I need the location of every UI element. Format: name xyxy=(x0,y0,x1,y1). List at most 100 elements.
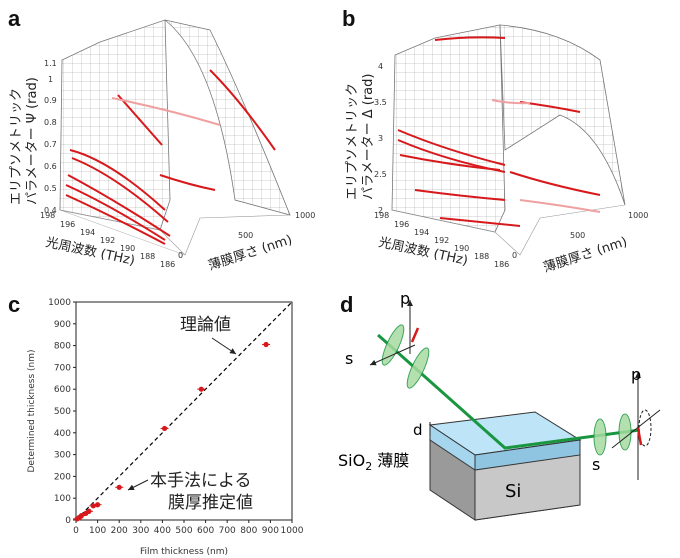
y-tick-label: 700 xyxy=(54,363,71,373)
annotation-theory-arrow xyxy=(211,337,237,355)
panel-a-wireframe-surface xyxy=(59,19,291,256)
annotation-theory: 理論値 xyxy=(180,315,231,335)
y-tick-label: 600 xyxy=(54,385,71,395)
panel-b-ztick: 3.5 xyxy=(374,98,387,107)
panel-a-ztick: 0.6 xyxy=(44,162,57,171)
panel-a-zlabel-line2: パラメーター Ψ (rad) xyxy=(25,77,40,205)
annotation-method-line1: 本手法による xyxy=(150,471,252,491)
panel-b-freq-tick: 190 xyxy=(454,244,469,253)
panel-a-z-ticks: 0.4 0.5 0.6 0.7 0.8 0.9 1 1.1 xyxy=(44,59,57,215)
panel-a-ztick: 1.1 xyxy=(44,59,57,68)
x-tick-label: 1000 xyxy=(281,526,304,536)
chart-c-y-ticks: 0 100 200 300 400 500 600 700 800 900 1000 xyxy=(48,298,76,526)
polarization-vector-out xyxy=(636,427,643,446)
substrate-label: Si xyxy=(505,481,521,502)
chart-c: 0 100 200 300 400 500 600 700 800 900 1000 0100200… xyxy=(27,298,304,557)
polarization-vector xyxy=(410,327,420,343)
panel-d: d Si d SiO2 薄膜 p s xyxy=(338,289,661,521)
x-tick-label: 500 xyxy=(175,526,192,536)
panel-a-thick-ticks: 0 500 1000 xyxy=(178,211,315,260)
s-label-out: s xyxy=(592,455,600,474)
panel-b-ztick: 2 xyxy=(378,206,383,215)
panel-b-zlabel-line2: パラメーター Δ (rad) xyxy=(361,74,376,200)
panel-a-ztick: 0.9 xyxy=(44,96,57,105)
panel-a-ztick: 0.4 xyxy=(44,206,57,215)
measured-curve xyxy=(414,189,506,201)
x-tick-label: 400 xyxy=(154,526,171,536)
panel-b-thick-ticks: 0 500 1000 xyxy=(512,211,648,260)
y-tick-label: 100 xyxy=(54,494,71,504)
panel-b-freq-ticks: 198 196 194 192 190 188 186 xyxy=(374,211,509,269)
x-tick-label: 800 xyxy=(240,526,257,536)
panel-b-label: b xyxy=(342,6,355,31)
s-axis-arrow xyxy=(369,344,416,366)
panel-d-label: d xyxy=(340,292,353,317)
measured-curve xyxy=(71,157,169,223)
measured-curve xyxy=(509,171,601,196)
panel-b-xlabel: 光周波数 (THz) xyxy=(377,235,469,269)
reflected-polarization: p s xyxy=(592,365,661,480)
y-tick-label: 500 xyxy=(54,407,71,417)
panel-a-thick-tick: 1000 xyxy=(295,211,315,220)
measured-curve xyxy=(399,154,501,171)
y-tick-label: 900 xyxy=(54,320,71,330)
chart-c-ylabel: Determined thickness (nm) xyxy=(27,349,37,472)
thickness-d-label: d xyxy=(413,421,423,439)
panel-a-thick-tick: 500 xyxy=(238,231,253,240)
x-tick-label: 700 xyxy=(219,526,236,536)
panel-b-freq-tick: 194 xyxy=(414,228,429,237)
panel-b-z-ticks: 2 2.5 3 3.5 4 xyxy=(374,62,387,215)
panel-c: c 0 100 200 300 400 500 600 700 800 900 1000 01002… xyxy=(8,292,304,557)
panel-b-measured-curves xyxy=(397,36,601,227)
panel-b-thick-tick: 500 xyxy=(570,231,585,240)
panel-a-xlabel: 光周波数 (THz) xyxy=(44,235,136,269)
panel-b-freq-tick: 198 xyxy=(374,211,389,220)
y-tick-label: 200 xyxy=(54,472,71,482)
panel-a-freq-tick: 186 xyxy=(160,260,175,269)
y-tick-label: 1000 xyxy=(48,298,71,308)
panel-a-freq-tick: 188 xyxy=(140,252,155,261)
panel-b-freq-tick: 186 xyxy=(494,260,509,269)
p-label-in: p xyxy=(400,289,410,308)
panel-a-freq-tick: 192 xyxy=(100,236,115,245)
panel-b-zlabel-line1: エリプソメトリック xyxy=(345,83,360,200)
panel-a-z-axis-title: エリプソメトリック パラメーター Ψ (rad) xyxy=(9,77,40,205)
panel-b: b エリプソメトリック パラメーター Δ (rad) 2 2.5 3 3.5 4 xyxy=(342,6,648,276)
panel-a-ztick: 1 xyxy=(48,75,53,84)
panel-a-thick-tick: 0 xyxy=(178,251,183,260)
measured-curve xyxy=(434,36,506,41)
s-label-in: s xyxy=(345,349,353,368)
panel-b-thick-tick: 1000 xyxy=(628,211,648,220)
panel-a-freq-tick: 198 xyxy=(40,211,55,220)
panel-b-ztick: 3 xyxy=(378,134,383,143)
x-tick-label: 0 xyxy=(73,526,79,536)
y-tick-label: 800 xyxy=(54,342,71,352)
panel-b-ztick: 4 xyxy=(378,62,383,71)
y-tick-label: 0 xyxy=(65,516,71,526)
panel-a-ztick: 0.8 xyxy=(44,118,57,127)
s-axis-out xyxy=(611,409,661,449)
x-tick-label: 900 xyxy=(262,526,279,536)
p-label-out: p xyxy=(631,365,641,384)
measured-curve xyxy=(69,149,166,211)
chart-c-points xyxy=(73,341,271,522)
chart-c-xlabel: Film thickness (nm) xyxy=(140,547,228,557)
y-tick-label: 300 xyxy=(54,451,71,461)
panel-c-label: c xyxy=(8,292,20,317)
panel-a-freq-ticks: 198 196 194 192 190 188 186 xyxy=(40,211,175,269)
x-tick-label: 600 xyxy=(197,526,214,536)
panel-a-freq-tick: 194 xyxy=(80,228,95,237)
measured-curve xyxy=(159,174,216,191)
panel-b-z-axis-title: エリプソメトリック パラメーター Δ (rad) xyxy=(345,74,376,200)
incident-polarization: p s xyxy=(345,289,430,389)
panel-a-freq-tick: 196 xyxy=(60,220,75,229)
panel-a-ztick: 0.7 xyxy=(44,140,57,149)
panel-b-thick-tick: 0 xyxy=(512,251,517,260)
measured-curve xyxy=(209,69,276,151)
theory-reference-line xyxy=(75,301,293,521)
measured-curve xyxy=(67,174,171,237)
panel-b-freq-tick: 196 xyxy=(394,220,409,229)
panel-b-freq-tick: 192 xyxy=(434,236,449,245)
measured-curve xyxy=(397,129,506,166)
